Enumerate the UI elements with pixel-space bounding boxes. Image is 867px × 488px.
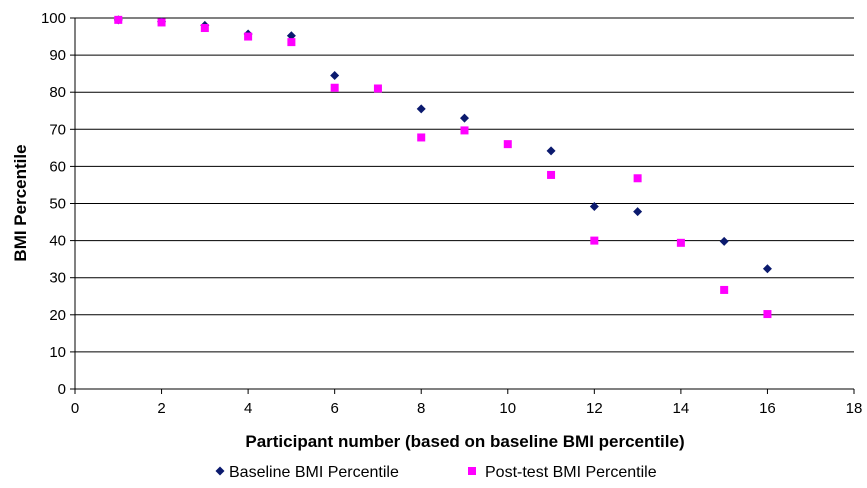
gridlines [75, 17, 854, 353]
baseline-point [633, 207, 643, 217]
y-tick-label: 70 [49, 121, 66, 138]
post-test-point [633, 174, 642, 183]
baseline-point [589, 201, 599, 211]
x-tick-label: 16 [759, 400, 776, 417]
y-tick-label: 30 [49, 270, 66, 287]
y-tick-label: 100 [41, 10, 66, 27]
post-test-point [157, 18, 166, 27]
legend-label-post-test: Post-test BMI Percentile [485, 464, 657, 481]
post-test-point [590, 236, 599, 245]
legend-label-baseline: Baseline BMI Percentile [229, 464, 399, 481]
y-tick-label: 90 [49, 47, 66, 64]
post-test-point [373, 84, 382, 93]
y-axis-title: BMI Percentile [11, 144, 30, 261]
baseline-point [416, 104, 426, 114]
x-tick-label: 18 [846, 400, 863, 417]
x-tick-label: 2 [157, 400, 165, 417]
baseline-point [719, 236, 729, 246]
series-0 [113, 15, 772, 274]
post-test-point [417, 133, 426, 142]
post-test-point [200, 24, 209, 33]
post-test-point [763, 310, 772, 319]
y-tick-label: 10 [49, 344, 66, 361]
post-test-point [114, 15, 123, 24]
post-test-point [676, 238, 685, 247]
x-axis-title: Participant number (based on baseline BM… [245, 432, 684, 451]
y-tick-label: 80 [49, 84, 66, 101]
post-test-point [287, 38, 296, 47]
y-tick-label: 20 [49, 307, 66, 324]
post-test-point [547, 170, 556, 179]
baseline-point [546, 146, 556, 156]
data-points [113, 15, 772, 319]
x-axis-ticks: 0 2 4 6 8 10 12 14 16 18 [71, 389, 863, 417]
x-tick-label: 0 [71, 400, 79, 417]
baseline-point [286, 31, 296, 41]
y-tick-label: 60 [49, 158, 66, 175]
post-test-point [720, 285, 729, 294]
baseline-point [330, 71, 340, 81]
y-tick-label: 0 [58, 381, 66, 398]
x-tick-label: 14 [673, 400, 690, 417]
x-tick-label: 4 [244, 400, 252, 417]
legend: Baseline BMI Percentile Post-test BMI Pe… [215, 464, 657, 481]
baseline-point [460, 113, 469, 123]
x-tick-label: 10 [499, 400, 516, 417]
x-tick-label: 8 [417, 400, 425, 417]
baseline-point [762, 264, 772, 274]
series-1 [114, 15, 772, 319]
legend-item-baseline: Baseline BMI Percentile [215, 464, 399, 481]
x-tick-label: 6 [330, 400, 338, 417]
legend-item-post-test: Post-test BMI Percentile [468, 464, 657, 481]
y-axis-ticks: 0 10 20 30 40 50 60 70 80 90 100 [41, 10, 75, 398]
y-tick-label: 50 [49, 196, 66, 213]
post-test-point [503, 140, 512, 149]
legend-marker-baseline [215, 466, 225, 476]
post-test-point [460, 126, 469, 135]
y-tick-label: 40 [49, 233, 66, 250]
legend-marker-post-test [468, 467, 476, 475]
x-tick-label: 12 [586, 400, 603, 417]
post-test-point [244, 32, 253, 41]
post-test-point [330, 83, 339, 92]
